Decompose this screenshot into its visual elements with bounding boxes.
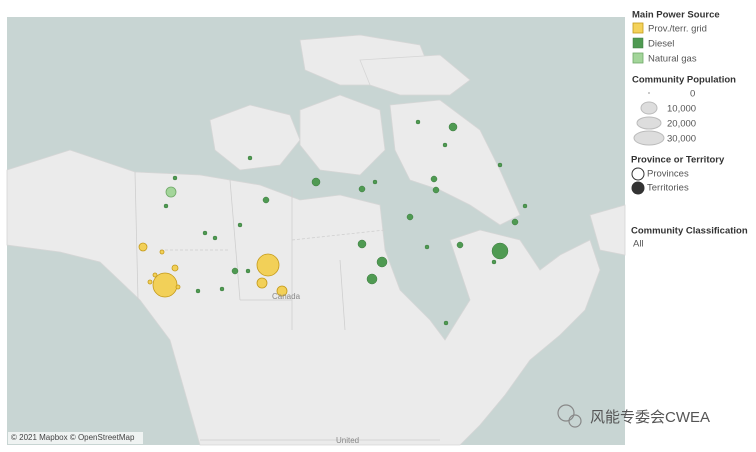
community-bubbles — [138, 119, 528, 326]
border — [134, 171, 440, 441]
map-label: Canada — [272, 292, 301, 301]
bubble[interactable] — [311, 177, 321, 187]
bubble[interactable] — [432, 186, 440, 194]
watermark: 风能专委会CWEA — [557, 404, 710, 428]
bubble[interactable] — [212, 235, 218, 241]
swatch — [631, 181, 645, 195]
legend-item[interactable]: Natural gas — [648, 54, 697, 65]
island — [589, 204, 626, 256]
legend-item[interactable]: Prov./terr. grid — [648, 24, 707, 35]
bubble[interactable] — [175, 284, 181, 290]
bubble[interactable] — [262, 196, 270, 204]
bubble[interactable] — [415, 119, 421, 125]
watermark-text: 风能专委会CWEA — [590, 409, 710, 426]
bubble[interactable] — [366, 273, 378, 285]
bubble[interactable] — [256, 253, 280, 277]
legend-item: 10,000 — [667, 104, 696, 115]
size-swatch — [633, 130, 665, 146]
bubble[interactable] — [152, 272, 158, 278]
legend-item[interactable]: Provinces — [647, 169, 689, 180]
bubble[interactable] — [159, 249, 165, 255]
bubble[interactable] — [357, 239, 367, 249]
attribution-bg — [8, 432, 143, 444]
bubble[interactable] — [430, 175, 438, 183]
bubble[interactable] — [195, 288, 201, 294]
legend: Main Power Source Prov./terr. grid Diese… — [631, 10, 748, 250]
legend-title: Community Classification — [631, 226, 748, 237]
bubble[interactable] — [491, 242, 509, 260]
bubble[interactable] — [448, 122, 458, 132]
bubble[interactable] — [138, 242, 148, 252]
bubble[interactable] — [202, 230, 208, 236]
watermark-icon — [557, 404, 575, 422]
map-label: United — [336, 436, 359, 445]
mainland — [6, 149, 601, 446]
legend-item: 30,000 — [667, 134, 696, 145]
size-swatch — [648, 92, 650, 94]
bubble[interactable] — [491, 259, 497, 265]
bubble[interactable] — [245, 268, 251, 274]
island — [299, 94, 386, 176]
legend-title: Community Population — [632, 75, 736, 86]
bubble[interactable] — [522, 203, 528, 209]
swatch — [632, 37, 644, 49]
size-swatch — [640, 101, 658, 115]
bubble[interactable] — [256, 277, 268, 289]
bubble[interactable] — [147, 279, 153, 285]
bubble[interactable] — [163, 203, 169, 209]
bubble[interactable] — [171, 264, 179, 272]
bubble[interactable] — [443, 320, 449, 326]
legend-title: Province or Territory — [631, 155, 725, 166]
bubble[interactable] — [424, 244, 430, 250]
filter-value[interactable]: All — [633, 239, 644, 250]
island — [209, 104, 301, 171]
bubble[interactable] — [511, 218, 519, 226]
bubble[interactable] — [237, 222, 243, 228]
map: Canada United © 2021 Mapbox © OpenStreet… — [6, 17, 626, 446]
bubble[interactable] — [219, 286, 225, 292]
bubble[interactable] — [442, 142, 448, 148]
legend-item: 0 — [690, 89, 695, 100]
bubble[interactable] — [406, 213, 414, 221]
bubble[interactable] — [172, 175, 178, 181]
bubble[interactable] — [358, 185, 366, 193]
bubble[interactable] — [456, 241, 464, 249]
bubble[interactable] — [497, 162, 503, 168]
swatch — [632, 52, 644, 64]
bubble[interactable] — [247, 155, 253, 161]
border — [160, 229, 386, 251]
swatch — [631, 167, 645, 181]
bubble[interactable] — [372, 179, 378, 185]
legend-item: 20,000 — [667, 119, 696, 130]
bubble[interactable] — [276, 285, 288, 297]
bubble[interactable] — [376, 256, 388, 268]
legend-item[interactable]: Diesel — [648, 39, 674, 50]
legend-item[interactable]: Territories — [647, 183, 689, 194]
bubble[interactable] — [165, 186, 177, 198]
bubble[interactable] — [231, 267, 239, 275]
size-swatch — [636, 116, 662, 130]
attribution[interactable]: © 2021 Mapbox © OpenStreetMap — [11, 433, 135, 442]
legend-title: Main Power Source — [632, 10, 720, 21]
island — [389, 99, 521, 226]
island — [359, 54, 471, 96]
swatch — [632, 22, 644, 34]
watermark-icon — [568, 414, 582, 428]
